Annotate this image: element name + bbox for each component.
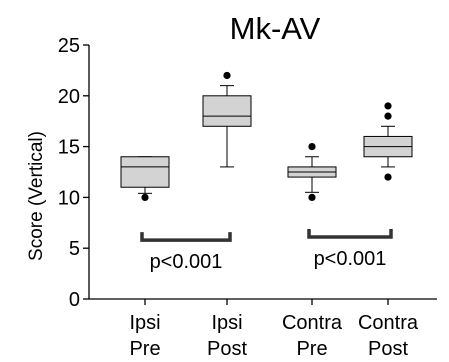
y-tick-label: 20 (58, 86, 80, 108)
category-labels: Ipsi Pre Ipsi Post Contra Pre Contra Post (129, 312, 418, 360)
outlier-point (308, 143, 316, 151)
box (202, 95, 252, 127)
p-value-label: p<0.001 (150, 251, 223, 273)
category-label-line1: Contra (358, 312, 419, 334)
outlier-point (384, 102, 392, 110)
box-group (363, 102, 413, 181)
category-label-line2: Pre (129, 338, 160, 360)
y-tick-label: 10 (58, 187, 80, 209)
significance-brackets: p<0.001 p<0.001 (140, 229, 393, 273)
category-label-line2: Post (368, 338, 408, 360)
y-tick-label: 5 (69, 238, 80, 260)
y-tick-label: 0 (69, 289, 80, 311)
category-label-line1: Ipsi (129, 312, 160, 334)
category-label-line2: Post (207, 338, 247, 360)
outlier-point (223, 71, 231, 80)
significance-bracket: p<0.001 (140, 232, 232, 273)
p-value-label: p<0.001 (314, 248, 387, 270)
box-group (120, 156, 170, 201)
box (120, 156, 170, 188)
significance-bracket: p<0.001 (307, 229, 393, 270)
bracket-line (140, 232, 232, 242)
outlier-point (384, 112, 392, 120)
outlier-point (141, 193, 149, 201)
box-group (202, 71, 252, 168)
y-tick-label: 25 (58, 35, 80, 57)
y-tick-label: 15 (58, 137, 80, 159)
outlier-point (384, 173, 392, 181)
bracket-line (307, 229, 393, 239)
outlier-point (308, 193, 316, 201)
category-label-line2: Pre (296, 338, 327, 360)
category-label-line1: Ipsi (211, 312, 242, 334)
y-axis-label: Score (Vertical) (26, 131, 47, 261)
box-group (287, 143, 337, 201)
chart-title: Mk-AV (230, 11, 321, 46)
category-label-line1: Contra (282, 312, 343, 334)
boxes (120, 71, 413, 201)
axes: 0 5 10 15 20 25 (58, 35, 437, 311)
